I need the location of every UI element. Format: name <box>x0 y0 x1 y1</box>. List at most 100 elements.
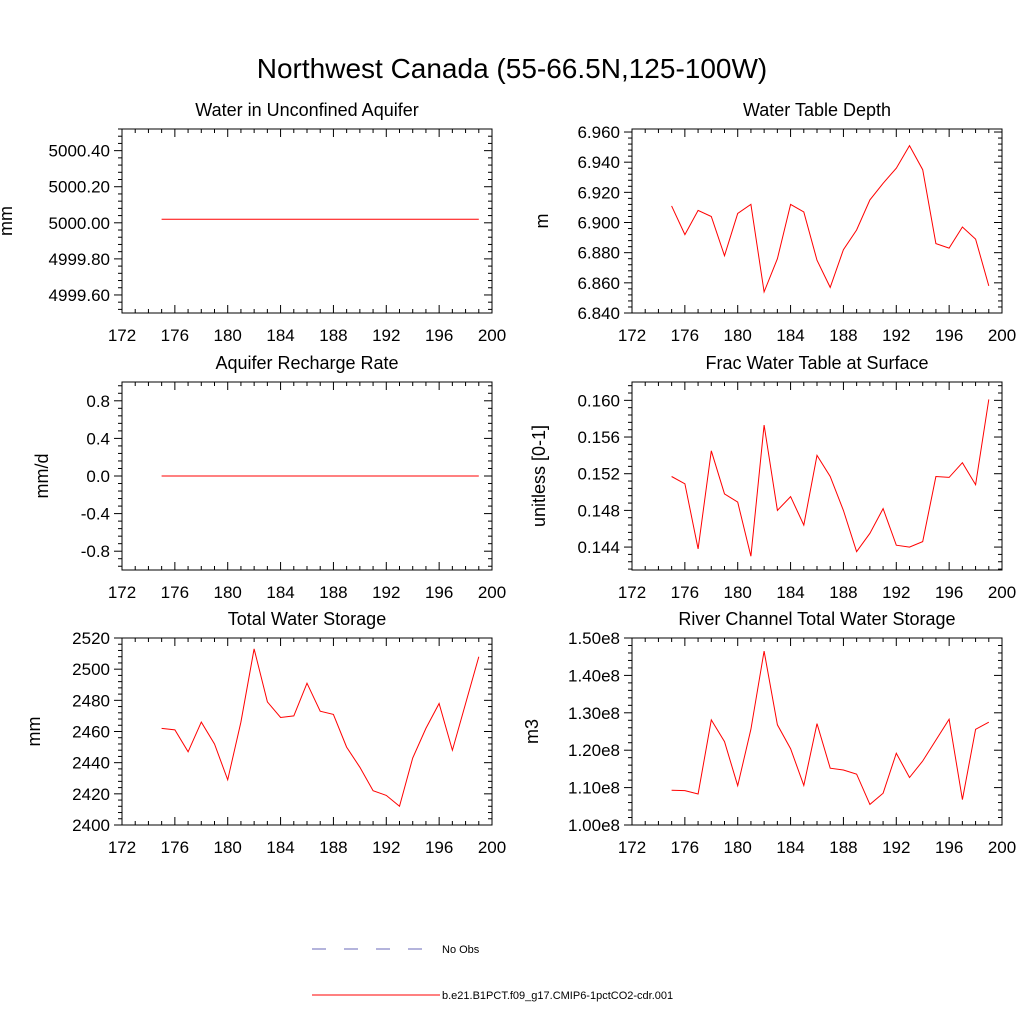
chart-panel-5: Total Water Storage mm 172 176 180 184 188 192 1… <box>24 609 506 857</box>
y-tick-label: 5000.00 <box>49 214 110 233</box>
y-tick-label: 1.30e8 <box>568 704 620 723</box>
x-tick-label: 192 <box>882 838 910 857</box>
x-tick-label: 184 <box>266 838 294 857</box>
y-tick-label: -0.4 <box>81 505 110 524</box>
x-tick-label: 196 <box>935 583 963 602</box>
y-axis-label: mm/d <box>32 454 52 499</box>
x-tick-label: 188 <box>319 838 347 857</box>
y-tick-label: 5000.40 <box>49 142 110 161</box>
x-tick-label: 184 <box>776 583 804 602</box>
y-axis-label: m3 <box>522 719 542 744</box>
y-tick-label: 6.880 <box>577 244 620 263</box>
x-tick-label: 172 <box>108 838 136 857</box>
x-tick-label: 196 <box>935 838 963 857</box>
x-tick-label: 176 <box>671 583 699 602</box>
y-tick-label: 6.960 <box>577 123 620 142</box>
x-tick-label: 180 <box>214 326 242 345</box>
panels: Water in Unconfined Aquifer mm 172 176 180 18… <box>0 100 1016 857</box>
x-tick-label: 200 <box>988 838 1016 857</box>
x-tick-label: 188 <box>319 326 347 345</box>
x-tick-label: 192 <box>882 583 910 602</box>
y-tick-label: 0.4 <box>86 429 110 448</box>
y-tick-label: 0.148 <box>577 501 620 520</box>
plot-frame <box>121 637 493 826</box>
plot-frame <box>631 637 1003 826</box>
chart-panel-1: Water in Unconfined Aquifer mm 172 176 180 18… <box>0 100 506 345</box>
chart-panel-2: Water Table Depth m 172 176 180 184 188 192 196 2… <box>532 100 1016 345</box>
x-tick-label: 176 <box>161 838 189 857</box>
x-tick-label: 180 <box>724 583 752 602</box>
y-tick-label: 1.40e8 <box>568 666 620 685</box>
x-tick-label: 184 <box>266 326 294 345</box>
panel-title: Total Water Storage <box>228 609 386 629</box>
x-tick-label: 188 <box>319 583 347 602</box>
x-tick-label: 200 <box>988 583 1016 602</box>
y-tick-label: 6.900 <box>577 214 620 233</box>
x-tick-label: 172 <box>108 583 136 602</box>
y-axis-label: m <box>532 214 552 229</box>
plot-frame <box>121 128 493 314</box>
x-tick-label: 176 <box>161 326 189 345</box>
x-tick-label: 192 <box>882 326 910 345</box>
chart-panel-4: Frac Water Table at Surface unitless [0-1… <box>529 353 1016 602</box>
y-tick-label: 0.8 <box>86 392 110 411</box>
x-tick-label: 200 <box>988 326 1016 345</box>
y-tick-label: 6.860 <box>577 274 620 293</box>
x-tick-label: 180 <box>724 838 752 857</box>
chart-panel-3: Aquifer Recharge Rate mm/d 172 176 180 184 188… <box>32 353 506 602</box>
y-tick-label: 1.10e8 <box>568 779 620 798</box>
panel-title: Water Table Depth <box>743 100 891 120</box>
x-tick-label: 196 <box>425 583 453 602</box>
x-tick-label: 172 <box>108 326 136 345</box>
legend-model-label: b.e21.B1PCT.f09_g17.CMIP6-1pctCO2-cdr.00… <box>442 990 673 1002</box>
x-tick-label: 196 <box>425 326 453 345</box>
x-tick-label: 192 <box>372 326 400 345</box>
panel-title: Frac Water Table at Surface <box>705 353 928 373</box>
y-tick-label: 5000.20 <box>49 178 110 197</box>
series-line <box>671 144 990 294</box>
y-axis-label: unitless [0-1] <box>529 425 549 527</box>
x-tick-label: 184 <box>266 583 294 602</box>
x-tick-label: 200 <box>478 326 506 345</box>
y-tick-label: 0.160 <box>577 391 620 410</box>
x-tick-label: 188 <box>829 838 857 857</box>
y-axis-label: mm <box>0 206 16 236</box>
y-tick-label: 0.156 <box>577 428 620 447</box>
panel-title: Aquifer Recharge Rate <box>215 353 398 373</box>
x-tick-label: 172 <box>618 838 646 857</box>
y-tick-label: 0.144 <box>577 538 620 557</box>
x-tick-label: 196 <box>425 838 453 857</box>
panel-title: River Channel Total Water Storage <box>678 609 955 629</box>
x-tick-label: 188 <box>829 583 857 602</box>
y-tick-label: 4999.80 <box>49 250 110 269</box>
panel-title: Water in Unconfined Aquifer <box>195 100 418 120</box>
x-tick-label: 172 <box>618 583 646 602</box>
y-tick-label: 6.840 <box>577 304 620 323</box>
y-tick-label: 2520 <box>72 629 110 648</box>
y-tick-label: 6.940 <box>577 153 620 172</box>
x-tick-label: 176 <box>161 583 189 602</box>
y-tick-label: 1.20e8 <box>568 741 620 760</box>
y-tick-label: 1.00e8 <box>568 816 620 835</box>
x-tick-label: 196 <box>935 326 963 345</box>
y-tick-label: 0.152 <box>577 465 620 484</box>
y-tick-label: 2400 <box>72 816 110 835</box>
x-tick-label: 176 <box>671 326 699 345</box>
x-tick-label: 172 <box>618 326 646 345</box>
y-tick-label: 6.920 <box>577 183 620 202</box>
figure-title: Northwest Canada (55-66.5N,125-100W) <box>257 53 767 84</box>
plot-frame <box>631 128 1003 314</box>
series-line <box>671 651 990 806</box>
y-tick-label: 1.50e8 <box>568 629 620 648</box>
y-tick-label: 2460 <box>72 723 110 742</box>
series-line <box>671 399 990 557</box>
y-axis-label: mm <box>24 717 44 747</box>
y-tick-label: 2500 <box>72 660 110 679</box>
plot-frame <box>631 381 1003 571</box>
series-line <box>161 648 480 808</box>
y-tick-label: -0.8 <box>81 542 110 561</box>
y-tick-label: 0.0 <box>86 467 110 486</box>
x-tick-label: 176 <box>671 838 699 857</box>
x-tick-label: 180 <box>214 838 242 857</box>
